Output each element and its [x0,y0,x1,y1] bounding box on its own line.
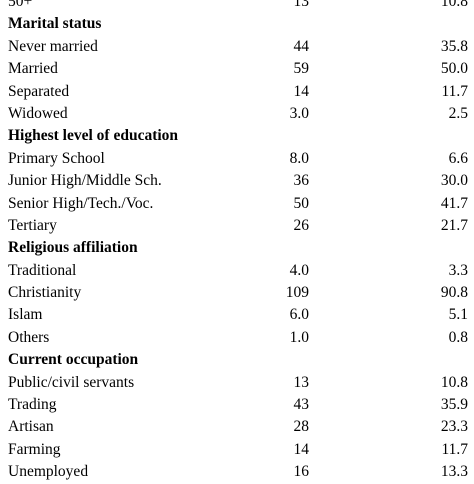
section-header-label: Current occupation [8,351,139,369]
row-label: Married [8,60,58,78]
table-row: Married 59 50.0 [0,58,474,80]
row-label: Widowed [8,104,68,122]
row-label: Traditional [8,261,77,279]
percent-cell: 5.1 [448,306,468,324]
percent-cell: 35.8 [440,37,468,55]
section-header-row: Current occupation [0,349,474,371]
count-cell: 14 [293,82,310,100]
percent-cell: 0.8 [448,328,468,346]
percent-cell: 90.8 [440,284,468,302]
count-cell: 4.0 [289,261,309,279]
table-row: Public/civil servants 13 10.8 [0,372,474,394]
table-row: Widowed 3.0 2.5 [0,103,474,125]
count-cell: 1.0 [289,328,309,346]
count-cell: 26 [293,216,310,234]
percent-cell: 41.7 [440,194,468,212]
row-label: Trading [8,396,57,414]
count-cell: 13 [293,373,310,391]
count-cell: 43 [293,396,310,414]
percent-cell: 21.7 [440,216,468,234]
count-cell: 6.0 [289,306,309,324]
row-label: 50+ [8,0,33,10]
row-label: Never married [8,37,98,55]
section-header-label: Marital status [8,15,102,33]
table-row: Separated 14 11.7 [0,81,474,103]
table-row: Senior High/Tech./Voc. 50 41.7 [0,193,474,215]
percent-cell: 35.9 [440,396,468,414]
percent-cell: 13.3 [440,463,468,481]
table-row: Tertiary 26 21.7 [0,215,474,237]
percent-cell: 50.0 [440,60,468,78]
row-label: Junior High/Middle Sch. [8,172,162,190]
row-label: Public/civil servants [8,373,135,391]
percent-cell: 6.6 [448,149,468,167]
percent-cell: 11.7 [441,440,468,458]
table-row: Farming 14 11.7 [0,439,474,461]
table-row: Trading 43 35.9 [0,394,474,416]
section-header-row: Marital status [0,13,474,35]
count-cell: 50 [293,194,310,212]
section-header-row: Highest level of education [0,125,474,147]
percent-cell: 30.0 [440,172,468,190]
percent-cell: 11.7 [441,82,468,100]
table-row: Primary School 8.0 6.6 [0,148,474,170]
section-header-label: Religious affiliation [8,239,138,257]
percent-cell: 23.3 [440,418,468,436]
row-label: Tertiary [8,216,57,234]
table-row: Junior High/Middle Sch. 36 30.0 [0,170,474,192]
row-label: Islam [8,306,43,324]
count-cell: 36 [293,172,310,190]
count-cell: 8.0 [289,149,309,167]
table-row: Unemployed 16 13.3 [0,461,474,483]
count-cell: 109 [285,284,309,302]
percent-cell: 10.8 [440,373,468,391]
row-label: Unemployed [8,463,89,481]
table-row: Others 1.0 0.8 [0,327,474,349]
row-label: Farming [8,440,61,458]
row-label: Others [8,328,50,346]
count-cell: 14 [293,440,310,458]
count-cell: 28 [293,418,310,436]
percent-cell: 2.5 [448,104,468,122]
count-cell: 16 [293,463,310,481]
table-row: Traditional 4.0 3.3 [0,260,474,282]
table-row: 50+ 13 10.8 [0,0,474,13]
section-header-row: Religious affiliation [0,237,474,259]
row-label: Christianity [8,284,82,302]
table-row: Christianity 109 90.8 [0,282,474,304]
table-row: Never married 44 35.8 [0,36,474,58]
count-cell: 3.0 [289,104,309,122]
percent-cell: 10.8 [440,0,468,10]
row-label: Senior High/Tech./Voc. [8,194,154,212]
row-label: Artisan [8,418,54,436]
count-cell: 59 [293,60,310,78]
section-header-label: Highest level of education [8,127,179,145]
percent-cell: 3.3 [448,261,468,279]
count-cell: 44 [293,37,310,55]
row-label: Separated [8,82,70,100]
row-label: Primary School [8,149,105,167]
table-row: Islam 6.0 5.1 [0,304,474,326]
table-row: Artisan 28 23.3 [0,416,474,438]
count-cell: 13 [293,0,310,10]
